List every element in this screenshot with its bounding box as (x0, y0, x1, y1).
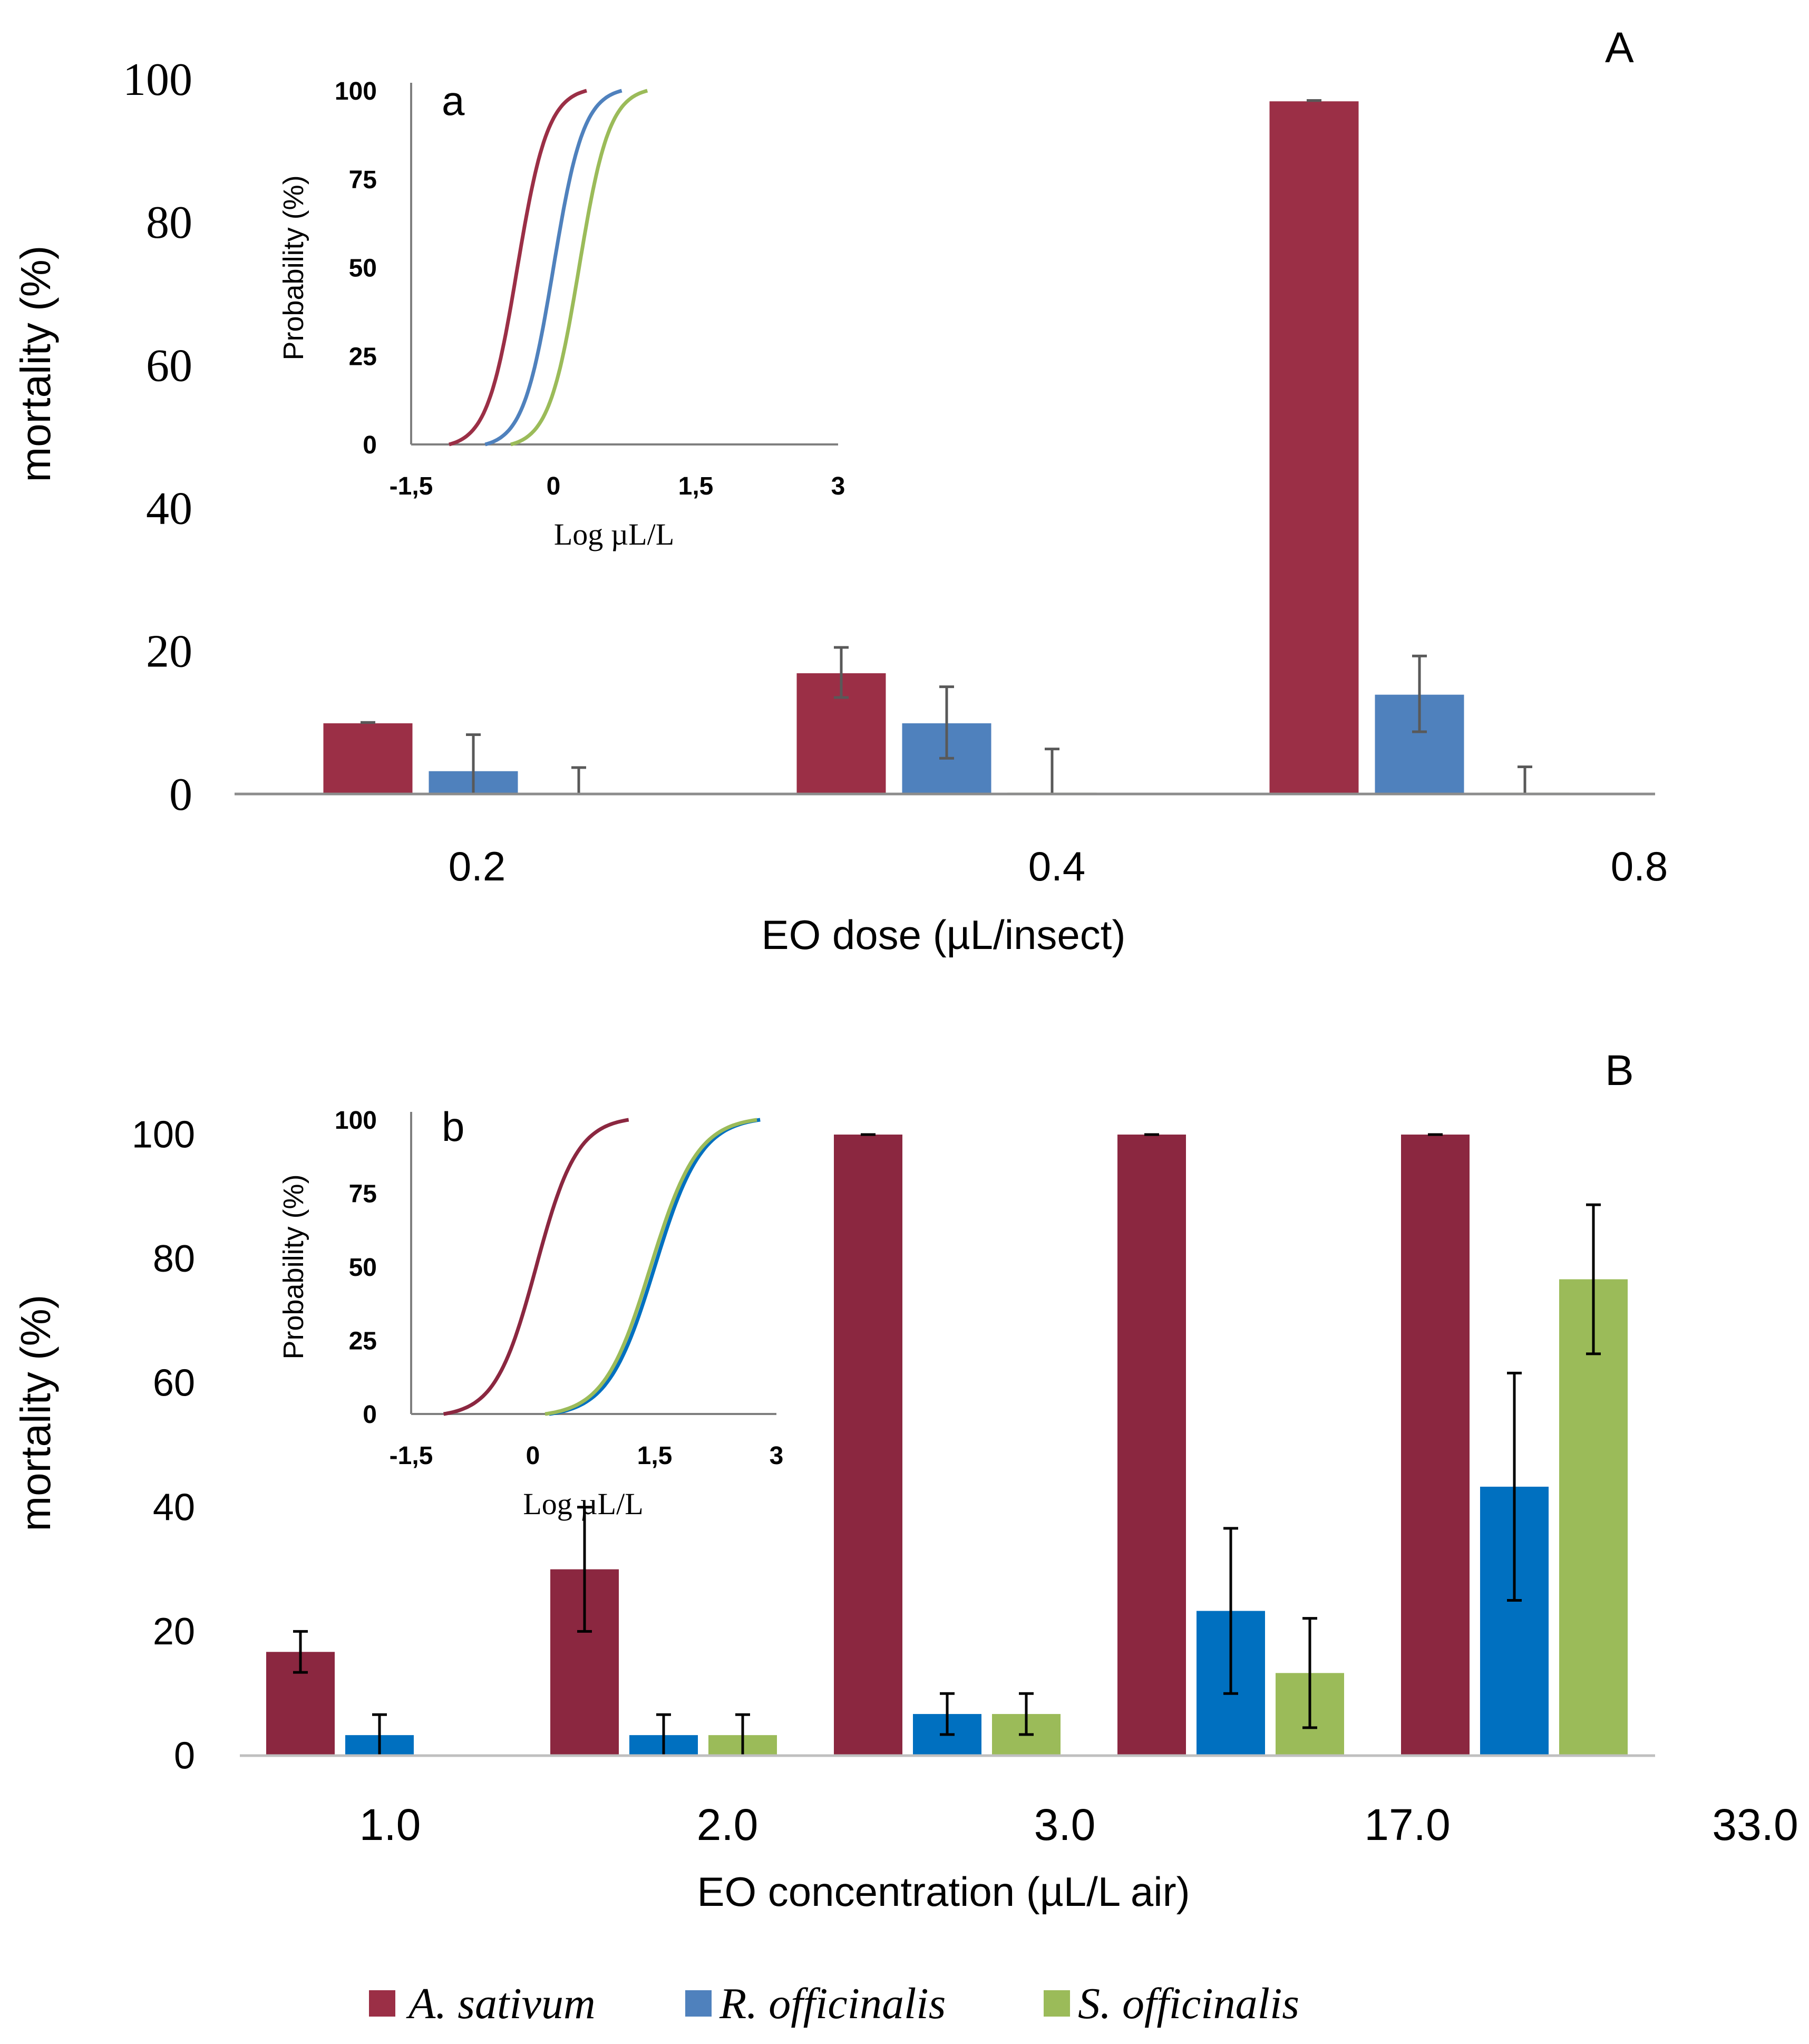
y-tick-label: 40 (153, 1486, 195, 1528)
x-category-label: 3.0 (1034, 1800, 1096, 1849)
x-category-label: 0.2 (449, 843, 505, 889)
inset-y-axis-title: Probability (%) (278, 1174, 309, 1359)
error-bar (293, 1630, 308, 1674)
panel-b-bar-chart: 0 20 40 60 80 100 1.0 2.0 3.0 17.0 33.0 EO concentr… (12, 1047, 1798, 1915)
inset-x-axis-title: Log µL/L (523, 1487, 643, 1521)
inset-y-axis-title: Probability (%) (278, 175, 309, 360)
bar (1401, 1135, 1470, 1756)
y-tick-label: 80 (153, 1238, 195, 1280)
error-bar (940, 1692, 955, 1736)
inset-probit-curve (544, 1118, 757, 1416)
panel-label: B (1605, 1047, 1634, 1094)
inset-y-tick-label: 50 (349, 1254, 377, 1282)
inset-y-tick-label: 100 (335, 78, 377, 105)
legend-label: A. sativum (406, 1979, 596, 2028)
x-category-label: 2.0 (697, 1800, 758, 1849)
inset-probit-chart: 0 25 50 75 100 -1,5 0 1,5 3 Log µL/L Probability (… (278, 1103, 783, 1521)
bar (834, 1135, 902, 1756)
y-axis-title: mortality (%) (12, 1295, 59, 1532)
error-bar (1045, 748, 1059, 796)
error-bar (1586, 1203, 1601, 1355)
panel-label: A (1605, 24, 1634, 72)
inset-y-tick-label: 25 (349, 1328, 377, 1355)
inset-probit-curve (443, 1118, 629, 1416)
bar (322, 721, 414, 795)
error-bar (834, 646, 849, 699)
legend-swatch (369, 1990, 395, 2017)
inset-panel-label: b (442, 1103, 464, 1150)
y-tick-label: 100 (132, 1113, 195, 1156)
y-tick-label: 60 (153, 1362, 195, 1404)
error-bar (1302, 1617, 1317, 1729)
error-bar (1507, 1371, 1522, 1602)
error-bar (939, 685, 954, 760)
x-category-label: 1.0 (359, 1800, 421, 1849)
inset-y-tick-label: 100 (335, 1107, 377, 1135)
y-axis-title: mortality (%) (12, 246, 59, 482)
x-axis-title: EO concentration (µL/L air) (697, 1868, 1190, 1915)
error-bar (1223, 1527, 1238, 1695)
inset-y-tick-label: 50 (349, 255, 377, 283)
inset-x-tick-label: -1,5 (390, 472, 433, 500)
inset-y-tick-label: 0 (363, 1401, 377, 1429)
inset-x-tick-label: -1,5 (390, 1442, 433, 1470)
x-category-label: 0.4 (1028, 843, 1085, 889)
error-bar (1518, 765, 1532, 796)
x-category-label: 33.0 (1712, 1800, 1798, 1849)
error-bar (1412, 654, 1427, 733)
legend-label: S. officinalis (1078, 1979, 1299, 2028)
inset-y-tick-label: 75 (349, 166, 377, 194)
y-tick-label: 20 (153, 1611, 195, 1653)
y-tick-label: 20 (146, 626, 192, 677)
bar (1559, 1279, 1628, 1756)
legend-label: R. officinalis (719, 1979, 946, 2028)
inset-x-tick-label: 1,5 (637, 1442, 673, 1470)
bar (1117, 1135, 1186, 1756)
x-category-label: 0.8 (1611, 843, 1668, 889)
inset-y-tick-label: 0 (363, 431, 377, 459)
inset-probit-curve (484, 89, 623, 447)
y-tick-label: 80 (146, 197, 192, 248)
inset-probit-chart: 0 25 50 75 100 -1,5 0 1,5 3 Log µL/L Probability (… (278, 78, 845, 551)
error-bar (571, 766, 586, 796)
legend-swatch (685, 1990, 712, 2017)
panel-a-bar-chart: 0 20 40 60 80 100 0.2 0.4 0.8 EO dose (µL/insect)… (12, 24, 1668, 958)
inset-x-tick-label: 1,5 (678, 472, 714, 500)
inset-x-tick-label: 3 (831, 472, 845, 500)
inset-panel-label: a (442, 78, 465, 124)
inset-probit-curve (549, 1118, 761, 1416)
y-tick-label: 60 (146, 340, 192, 391)
inset-x-tick-label: 3 (770, 1442, 784, 1470)
y-tick-label: 40 (146, 483, 192, 535)
y-tick-label: 0 (169, 769, 192, 820)
inset-x-tick-label: 0 (526, 1442, 540, 1470)
legend: A. sativum R. officinalis S. officinalis (369, 1979, 1299, 2028)
error-bar (1019, 1692, 1034, 1736)
legend-swatch (1044, 1990, 1070, 2017)
x-category-label: 17.0 (1364, 1800, 1451, 1849)
error-bar (577, 1506, 592, 1633)
y-tick-label: 0 (174, 1735, 195, 1777)
inset-x-axis-title: Log µL/L (554, 517, 674, 551)
inset-probit-curve (449, 89, 587, 447)
inset-y-tick-label: 75 (349, 1180, 377, 1208)
inset-x-tick-label: 0 (547, 472, 561, 500)
y-tick-label: 100 (123, 54, 192, 105)
inset-y-tick-label: 25 (349, 343, 377, 371)
inset-probit-curve (510, 89, 648, 447)
bar (1268, 100, 1360, 795)
x-axis-title: EO dose (µL/insect) (762, 912, 1126, 958)
